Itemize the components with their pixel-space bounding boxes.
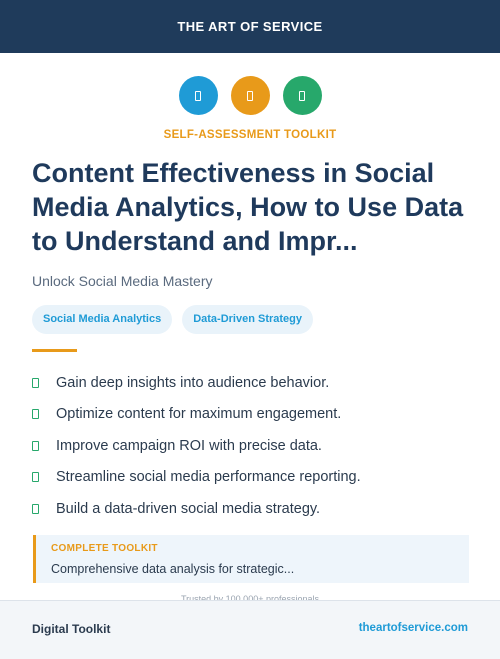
- document-icon: [299, 90, 305, 101]
- top-banner: THE ART OF SERVICE: [0, 0, 500, 53]
- list-item-text: Optimize content for maximum engagement.: [56, 406, 342, 423]
- page-subtitle: Unlock Social Media Mastery: [32, 273, 213, 289]
- tag-social-media-analytics: Social Media Analytics: [32, 305, 173, 334]
- document-icon-blue: [178, 76, 218, 115]
- document-icon-orange: [230, 76, 270, 115]
- list-item-text: Improve campaign ROI with precise data.: [56, 437, 322, 454]
- document-icon-green: [282, 76, 322, 115]
- checkbox-icon: [32, 377, 39, 388]
- footer-label: Digital Toolkit: [32, 622, 111, 636]
- callout-title: COMPLETE TOOLKIT: [51, 543, 158, 554]
- checkbox-icon: [32, 503, 39, 514]
- toolkit-kicker: SELF-ASSESSMENT TOOLKIT: [163, 129, 337, 141]
- footer-link[interactable]: theartofservice.com: [358, 622, 468, 634]
- list-item: Optimize content for maximum engagement.: [32, 399, 361, 431]
- list-item: Improve campaign ROI with precise data.: [32, 430, 361, 462]
- list-item: Build a data-driven social media strateg…: [32, 493, 361, 525]
- benefit-list: Gain deep insights into audience behavio…: [32, 367, 361, 525]
- page-title: Content Effectiveness in Social Media An…: [32, 158, 464, 256]
- checkbox-icon: [32, 472, 39, 483]
- toolkit-callout: COMPLETE TOOLKIT Comprehensive data anal…: [33, 535, 469, 583]
- document-icon: [195, 90, 201, 101]
- footer: Digital Toolkit theartofservice.com: [0, 600, 500, 659]
- document-icon: [247, 90, 253, 101]
- brand-name: THE ART OF SERVICE: [177, 19, 323, 34]
- list-item-text: Streamline social media performance repo…: [56, 469, 361, 486]
- list-item: Gain deep insights into audience behavio…: [32, 367, 361, 399]
- accent-divider: [32, 349, 77, 352]
- trusted-note: Trusted by 100,000+ professionals: [180, 594, 319, 600]
- icon-row: [0, 76, 500, 115]
- callout-text: Comprehensive data analysis for strategi…: [51, 562, 295, 576]
- tag-list: Social Media Analytics Data-Driven Strat…: [32, 305, 314, 334]
- tag-data-driven-strategy: Data-Driven Strategy: [182, 305, 314, 334]
- checkbox-icon: [32, 440, 39, 451]
- list-item-text: Gain deep insights into audience behavio…: [56, 374, 330, 391]
- checkbox-icon: [32, 409, 39, 420]
- list-item-text: Build a data-driven social media strateg…: [56, 500, 321, 517]
- list-item: Streamline social media performance repo…: [32, 462, 361, 494]
